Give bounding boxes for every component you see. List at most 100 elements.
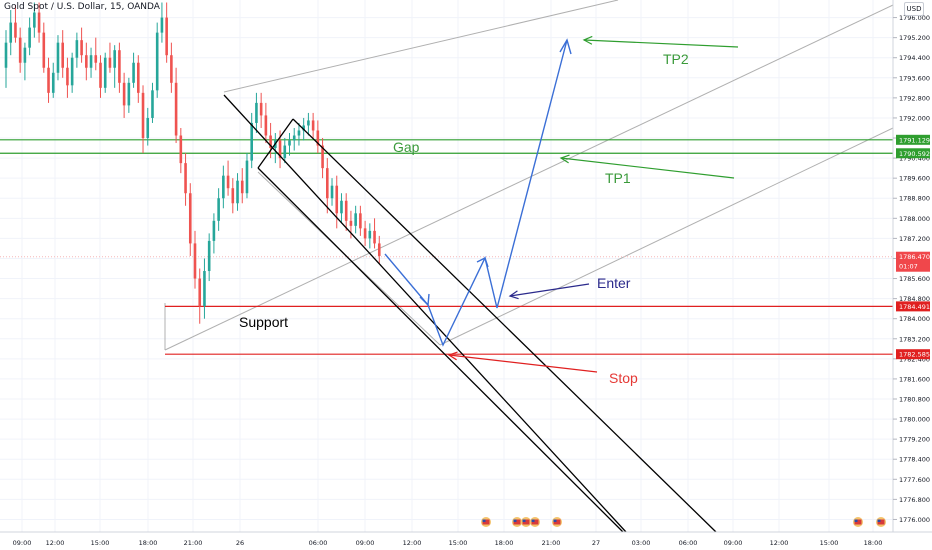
x-tick-label: 03:00 — [632, 539, 651, 547]
y-tick-label: 1793.600 — [899, 74, 930, 82]
candle — [85, 42, 88, 81]
arrowhead — [559, 38, 572, 55]
x-tick-label: 26 — [236, 539, 244, 547]
candle — [188, 183, 192, 256]
x-tick-label: 18:00 — [864, 539, 883, 547]
projected-path — [384, 39, 568, 347]
candle — [316, 120, 320, 154]
candle-body — [222, 175, 225, 199]
x-tick-label: 15:00 — [449, 539, 468, 547]
y-tick-label: 1796.000 — [899, 14, 930, 22]
candle — [137, 55, 140, 103]
level-price-label: 1791.129 — [899, 136, 930, 144]
x-tick-label: 12:00 — [46, 539, 65, 547]
candle — [250, 112, 253, 169]
x-tick-label: 18:00 — [139, 539, 158, 547]
price-axis-bg — [893, 0, 932, 550]
candle-body — [302, 125, 305, 131]
us-flag-icon — [481, 517, 491, 527]
candle-body — [207, 240, 211, 272]
candle-body — [203, 271, 206, 307]
candle-body — [311, 120, 315, 131]
candle — [132, 52, 135, 88]
candle-body — [240, 180, 244, 194]
trend-lines — [164, 0, 894, 351]
level-price-tag — [896, 301, 930, 312]
us-flag-icon-stripes — [854, 519, 862, 525]
candle — [311, 112, 315, 139]
y-tick-label: 1781.600 — [899, 375, 930, 383]
candle — [14, 5, 17, 43]
candle — [47, 57, 50, 103]
candle-body — [264, 115, 268, 136]
tp1-arrow — [560, 157, 735, 179]
candle-body — [113, 50, 116, 68]
candle — [321, 138, 324, 179]
candle-body — [255, 102, 258, 123]
y-tick-label: 1780.000 — [899, 416, 930, 424]
candle-body — [198, 278, 202, 307]
y-tick-label: 1784.800 — [899, 295, 930, 303]
candle-body — [307, 120, 310, 126]
candle — [377, 235, 381, 264]
level-price-tag — [896, 349, 930, 360]
candle — [363, 220, 367, 246]
candle — [240, 168, 244, 204]
annotation-arrows — [447, 35, 739, 373]
candle-body — [51, 72, 55, 93]
candle-body — [245, 160, 249, 194]
candle — [217, 188, 220, 231]
candle-body — [354, 213, 357, 226]
candle — [33, 2, 36, 38]
level-price-label: 1784.491 — [899, 303, 930, 311]
candle-body — [4, 42, 8, 68]
candle-body — [174, 82, 178, 136]
candle — [255, 92, 258, 133]
channel-line-3 — [292, 118, 717, 533]
x-tick-label: 15:00 — [820, 539, 839, 547]
candle — [226, 160, 230, 196]
candle-body — [326, 168, 329, 199]
candle-body — [94, 55, 98, 63]
chart-title: Gold Spot / U.S. Dollar, 15, OANDA — [4, 2, 160, 12]
candle — [212, 213, 216, 254]
candle-body — [118, 50, 121, 83]
candle-body — [193, 243, 197, 279]
us-flag-icon-canton — [522, 519, 526, 522]
candle-body — [108, 57, 112, 68]
y-tick-label: 1778.400 — [899, 456, 930, 464]
candle-body — [28, 27, 31, 48]
candle-body — [377, 243, 381, 256]
candle-body — [368, 230, 372, 239]
candle-body — [61, 42, 64, 68]
enter-arrow — [509, 283, 590, 297]
candle — [122, 72, 126, 118]
level-price-label: 1790.592 — [899, 150, 930, 158]
candle-body — [127, 82, 131, 106]
candle-body — [80, 40, 83, 56]
candle — [108, 42, 112, 73]
candle — [75, 32, 79, 68]
candle-body — [259, 102, 263, 116]
currency-button[interactable]: USD — [904, 2, 924, 16]
current-price-tag — [896, 251, 930, 272]
us-flag-icon-stripes — [531, 519, 539, 525]
us-flag-icon-stripes — [877, 519, 885, 525]
channel-line-2 — [257, 167, 624, 533]
us-flag-icon-canton — [531, 519, 535, 522]
candle — [174, 67, 178, 144]
y-tick-label: 1788.800 — [899, 195, 930, 203]
candle — [179, 127, 183, 174]
trend-line-lower — [439, 127, 894, 346]
candle — [184, 153, 187, 206]
y-tick-label: 1776.800 — [899, 496, 930, 504]
level-price-label: 1782.585 — [899, 351, 930, 359]
y-tick-label: 1783.200 — [899, 335, 930, 343]
y-tick-label: 1784.000 — [899, 315, 930, 323]
candle-body — [217, 198, 220, 221]
candle-body — [42, 32, 46, 68]
candle — [326, 158, 329, 214]
y-tick-label: 1787.200 — [899, 235, 930, 243]
